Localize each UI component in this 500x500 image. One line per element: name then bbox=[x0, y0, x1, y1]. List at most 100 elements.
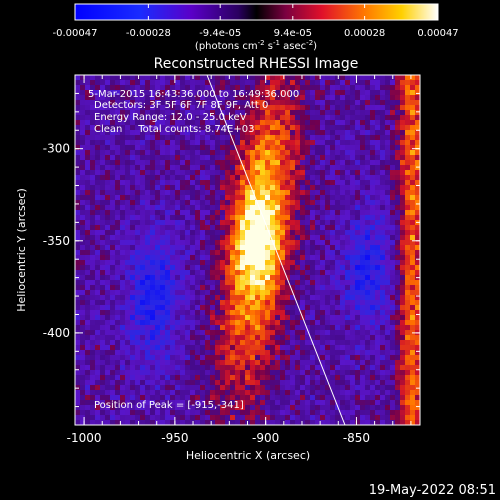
image-pixel bbox=[255, 150, 260, 155]
image-pixel bbox=[400, 345, 405, 350]
image-pixel bbox=[85, 420, 90, 425]
image-pixel bbox=[165, 80, 170, 85]
image-pixel bbox=[375, 275, 380, 280]
image-pixel bbox=[315, 200, 320, 205]
image-pixel bbox=[180, 375, 185, 380]
image-pixel bbox=[95, 320, 100, 325]
image-pixel bbox=[395, 285, 400, 290]
image-pixel bbox=[405, 130, 410, 135]
image-pixel bbox=[160, 180, 165, 185]
image-pixel bbox=[255, 130, 260, 135]
image-pixel bbox=[385, 80, 390, 85]
image-pixel bbox=[235, 320, 240, 325]
image-pixel bbox=[360, 200, 365, 205]
image-pixel bbox=[250, 340, 255, 345]
image-pixel bbox=[390, 120, 395, 125]
image-pixel bbox=[255, 180, 260, 185]
image-pixel bbox=[255, 310, 260, 315]
image-pixel bbox=[325, 165, 330, 170]
image-pixel bbox=[125, 420, 130, 425]
image-pixel bbox=[220, 145, 225, 150]
image-pixel bbox=[415, 90, 420, 95]
image-pixel bbox=[195, 385, 200, 390]
image-pixel bbox=[225, 165, 230, 170]
image-pixel bbox=[130, 160, 135, 165]
image-pixel bbox=[180, 165, 185, 170]
image-pixel bbox=[340, 350, 345, 355]
image-pixel bbox=[330, 225, 335, 230]
image-pixel bbox=[230, 375, 235, 380]
image-pixel bbox=[250, 130, 255, 135]
image-pixel bbox=[380, 125, 385, 130]
image-pixel bbox=[400, 115, 405, 120]
image-pixel bbox=[200, 375, 205, 380]
image-pixel bbox=[230, 275, 235, 280]
image-pixel bbox=[355, 355, 360, 360]
image-pixel bbox=[250, 320, 255, 325]
image-pixel bbox=[155, 275, 160, 280]
image-pixel bbox=[350, 395, 355, 400]
image-pixel bbox=[90, 300, 95, 305]
image-pixel bbox=[170, 145, 175, 150]
image-pixel bbox=[415, 355, 420, 360]
image-pixel bbox=[395, 150, 400, 155]
image-pixel bbox=[245, 260, 250, 265]
image-pixel bbox=[305, 280, 310, 285]
image-pixel bbox=[295, 150, 300, 155]
image-pixel bbox=[340, 390, 345, 395]
image-pixel bbox=[325, 145, 330, 150]
image-pixel bbox=[260, 130, 265, 135]
image-pixel bbox=[135, 140, 140, 145]
image-pixel bbox=[200, 240, 205, 245]
image-pixel bbox=[325, 310, 330, 315]
image-pixel bbox=[295, 390, 300, 395]
image-pixel bbox=[405, 345, 410, 350]
image-pixel bbox=[225, 80, 230, 85]
image-pixel bbox=[145, 130, 150, 135]
image-pixel bbox=[125, 80, 130, 85]
image-pixel bbox=[415, 290, 420, 295]
image-pixel bbox=[365, 360, 370, 365]
image-pixel bbox=[240, 325, 245, 330]
image-pixel bbox=[110, 305, 115, 310]
image-pixel bbox=[315, 110, 320, 115]
image-pixel bbox=[270, 85, 275, 90]
image-pixel bbox=[390, 150, 395, 155]
image-pixel bbox=[145, 265, 150, 270]
image-pixel bbox=[340, 385, 345, 390]
image-pixel bbox=[225, 405, 230, 410]
image-pixel bbox=[105, 255, 110, 260]
image-pixel bbox=[155, 205, 160, 210]
image-pixel bbox=[360, 190, 365, 195]
image-pixel bbox=[125, 125, 130, 130]
image-pixel bbox=[185, 175, 190, 180]
image-pixel bbox=[340, 320, 345, 325]
image-pixel bbox=[330, 220, 335, 225]
image-pixel bbox=[390, 235, 395, 240]
image-pixel bbox=[100, 85, 105, 90]
image-pixel bbox=[250, 120, 255, 125]
image-pixel bbox=[100, 305, 105, 310]
image-pixel bbox=[285, 185, 290, 190]
image-pixel bbox=[225, 340, 230, 345]
image-pixel bbox=[150, 75, 155, 80]
image-pixel bbox=[295, 360, 300, 365]
image-pixel bbox=[140, 195, 145, 200]
image-pixel bbox=[100, 365, 105, 370]
image-pixel bbox=[315, 85, 320, 90]
image-pixel bbox=[360, 170, 365, 175]
image-pixel bbox=[90, 95, 95, 100]
image-pixel bbox=[330, 420, 335, 425]
image-pixel bbox=[180, 130, 185, 135]
image-pixel bbox=[120, 390, 125, 395]
image-pixel bbox=[200, 300, 205, 305]
image-pixel bbox=[210, 415, 215, 420]
image-pixel bbox=[275, 280, 280, 285]
image-pixel bbox=[115, 260, 120, 265]
image-pixel bbox=[390, 250, 395, 255]
image-pixel bbox=[190, 260, 195, 265]
image-pixel bbox=[260, 140, 265, 145]
image-pixel bbox=[170, 370, 175, 375]
image-pixel bbox=[340, 120, 345, 125]
image-pixel bbox=[325, 370, 330, 375]
